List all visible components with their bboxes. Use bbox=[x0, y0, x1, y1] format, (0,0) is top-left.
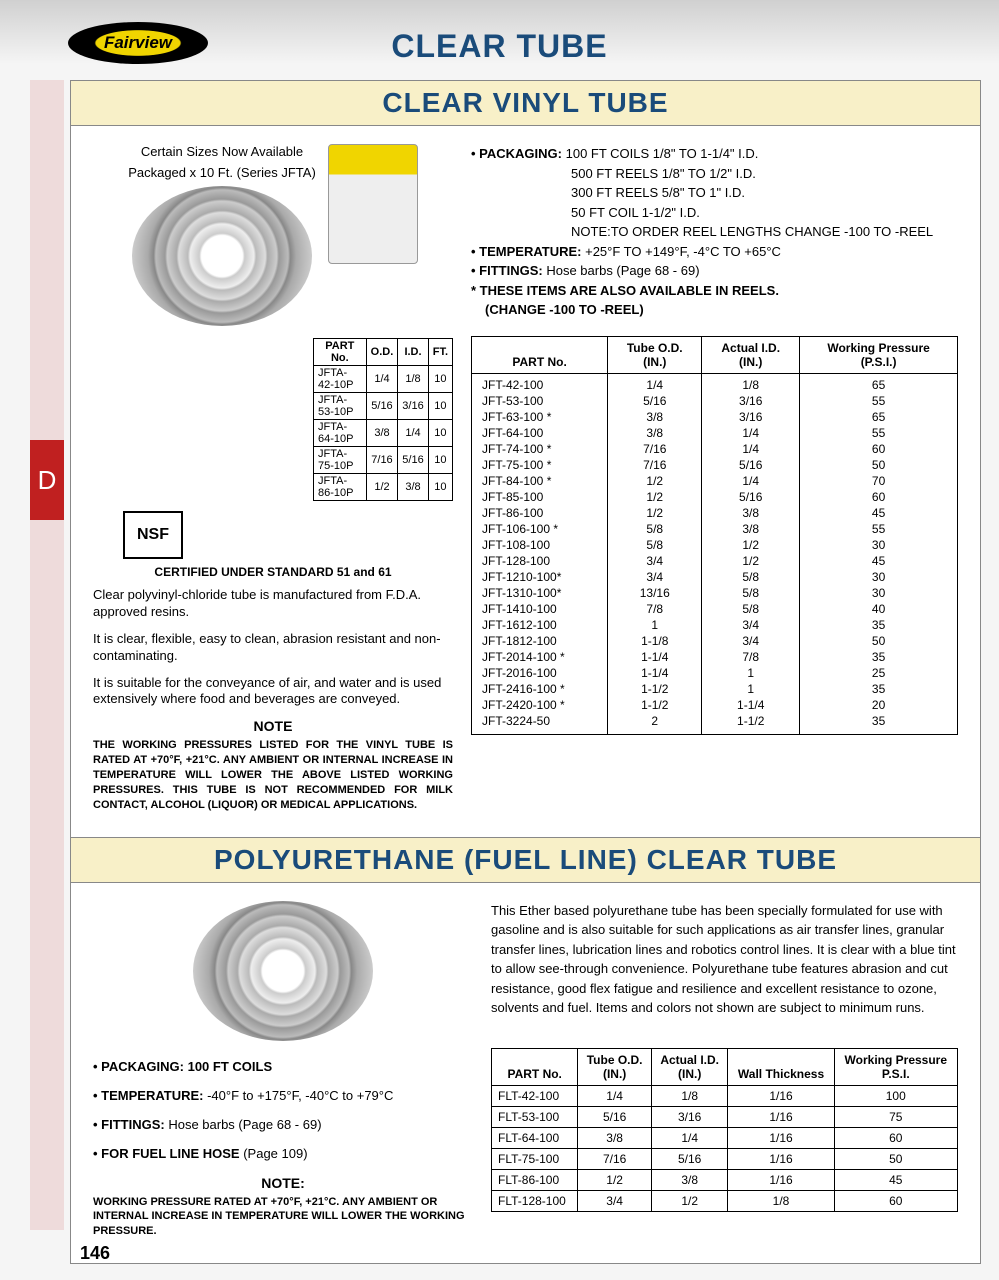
packaged-note: Certain Sizes Now Available bbox=[128, 144, 316, 159]
jft-table: PART No.Tube O.D.(IN.)Actual I.D.(IN.)Wo… bbox=[471, 336, 958, 735]
para1: Clear polyvinyl-chloride tube is manufac… bbox=[93, 587, 453, 621]
nsf-badge: NSF bbox=[123, 511, 183, 559]
coil-image-2 bbox=[193, 901, 373, 1041]
page-title: CLEAR TUBE bbox=[0, 28, 999, 65]
spec-fit: FITTINGS: Hose barbs (Page 68 - 69) bbox=[93, 1117, 473, 1132]
spec-fuel: FOR FUEL LINE HOSE (Page 109) bbox=[93, 1146, 473, 1161]
side-strip bbox=[30, 80, 64, 1230]
sec2-desc: This Ether based polyurethane tube has b… bbox=[491, 901, 958, 1018]
page-number: 146 bbox=[80, 1243, 110, 1264]
package-image bbox=[328, 144, 418, 264]
note2-body: WORKING PRESSURE RATED AT +70°F, +21°C. … bbox=[93, 1195, 473, 1240]
spec-pkg: PACKAGING: 100 FT COILS bbox=[93, 1059, 473, 1074]
cert-text: CERTIFIED UNDER STANDARD 51 and 61 bbox=[93, 565, 453, 579]
packaged-note2: Packaged x 10 Ft. (Series JFTA) bbox=[128, 165, 316, 180]
note2-title: NOTE: bbox=[93, 1175, 473, 1191]
note-title: NOTE bbox=[93, 718, 453, 734]
jfta-table: PART No.O.D.I.D.FT. JFTA-42-10P1/41/810J… bbox=[313, 338, 453, 501]
spec-temp: TEMPERATURE: -40°F to +175°F, -40°C to +… bbox=[93, 1088, 473, 1103]
para2: It is clear, flexible, easy to clean, ab… bbox=[93, 631, 453, 665]
section1-header: CLEAR VINYL TUBE bbox=[71, 80, 980, 126]
para3: It is suitable for the conveyance of air… bbox=[93, 675, 453, 709]
note-body: THE WORKING PRESSURES LISTED FOR THE VIN… bbox=[93, 738, 453, 812]
section2-header: POLYURETHANE (FUEL LINE) CLEAR TUBE bbox=[71, 837, 980, 883]
coil-image bbox=[132, 186, 312, 326]
content-frame: CLEAR VINYL TUBE Certain Sizes Now Avail… bbox=[70, 80, 981, 1264]
spec-bullets: PACKAGING: 100 FT COILS 1/8" TO 1-1/4" I… bbox=[471, 144, 958, 320]
flt-table: PART No.Tube O.D.(IN.)Actual I.D.(IN.)Wa… bbox=[491, 1048, 958, 1212]
section-tab: D bbox=[30, 440, 64, 520]
